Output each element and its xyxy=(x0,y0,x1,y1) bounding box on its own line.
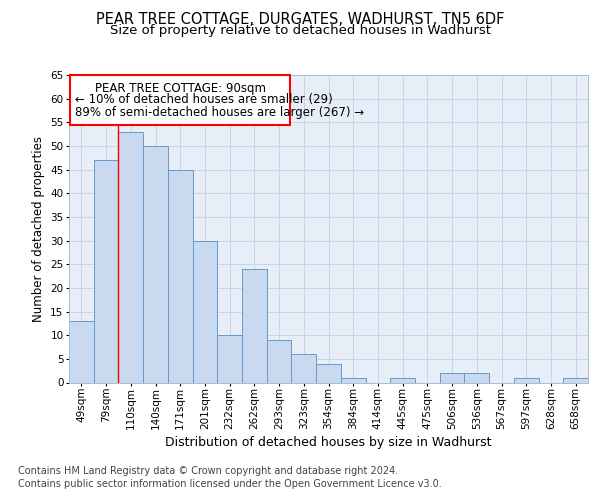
Bar xyxy=(390,378,415,382)
Text: ← 10% of detached houses are smaller (29): ← 10% of detached houses are smaller (29… xyxy=(75,93,333,106)
Text: PEAR TREE COTTAGE, DURGATES, WADHURST, TN5 6DF: PEAR TREE COTTAGE, DURGATES, WADHURST, T… xyxy=(96,12,504,28)
Bar xyxy=(514,378,539,382)
Bar xyxy=(217,335,242,382)
Bar xyxy=(316,364,341,382)
Bar xyxy=(267,340,292,382)
Text: 89% of semi-detached houses are larger (267) →: 89% of semi-detached houses are larger (… xyxy=(75,106,364,118)
Bar xyxy=(168,170,193,382)
Bar xyxy=(440,373,464,382)
Text: Size of property relative to detached houses in Wadhurst: Size of property relative to detached ho… xyxy=(110,24,491,37)
Bar xyxy=(242,269,267,382)
Bar xyxy=(341,378,365,382)
Bar xyxy=(292,354,316,382)
Y-axis label: Number of detached properties: Number of detached properties xyxy=(32,136,44,322)
FancyBboxPatch shape xyxy=(70,75,290,124)
Bar xyxy=(94,160,118,382)
Bar xyxy=(69,321,94,382)
X-axis label: Distribution of detached houses by size in Wadhurst: Distribution of detached houses by size … xyxy=(165,436,492,448)
Bar xyxy=(143,146,168,382)
Bar xyxy=(563,378,588,382)
Text: Contains public sector information licensed under the Open Government Licence v3: Contains public sector information licen… xyxy=(18,479,442,489)
Bar xyxy=(464,373,489,382)
Text: PEAR TREE COTTAGE: 90sqm: PEAR TREE COTTAGE: 90sqm xyxy=(95,82,266,95)
Bar xyxy=(118,132,143,382)
Bar xyxy=(193,240,217,382)
Text: Contains HM Land Registry data © Crown copyright and database right 2024.: Contains HM Land Registry data © Crown c… xyxy=(18,466,398,476)
